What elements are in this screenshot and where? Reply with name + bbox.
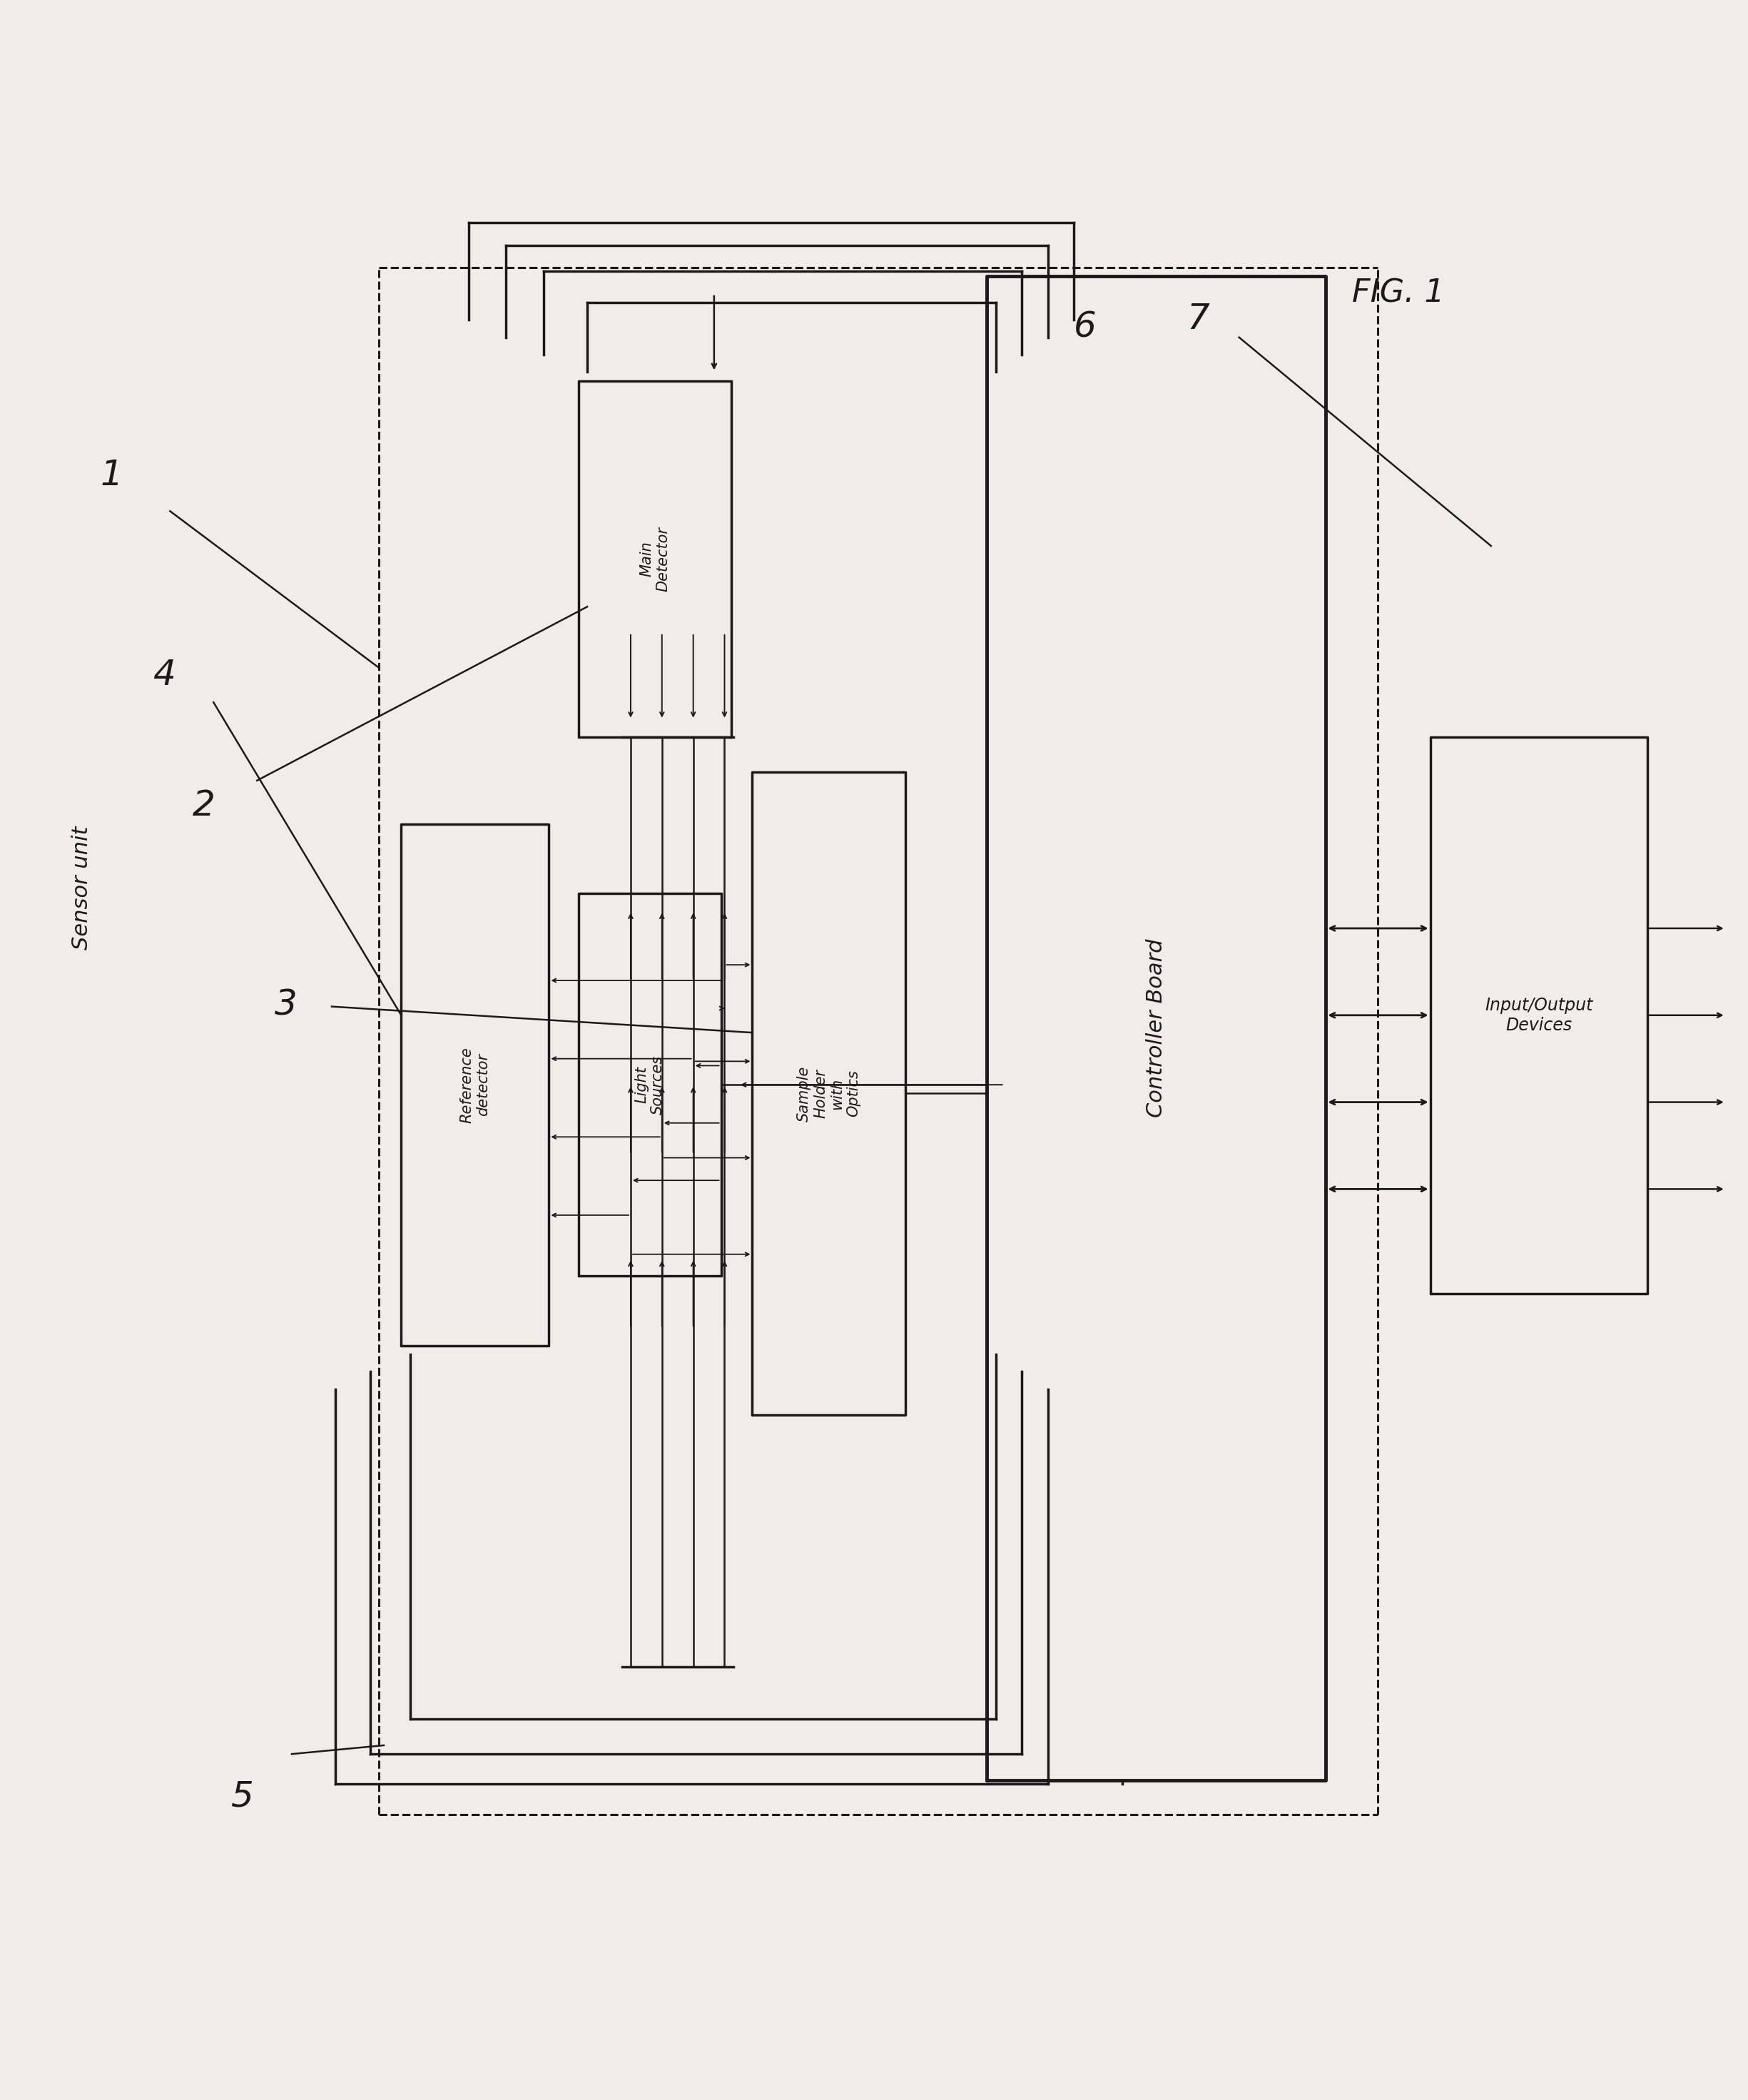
Text: 6: 6 [1073,311,1096,344]
Text: Sensor unit: Sensor unit [72,825,91,949]
Text: 1: 1 [101,458,124,491]
Text: 7: 7 [1187,302,1210,336]
Text: Controller Board: Controller Board [1147,939,1166,1117]
Text: Reference
detector: Reference detector [460,1046,491,1124]
Text: Sample
Holder
with
Optics: Sample Holder with Optics [797,1065,860,1121]
Text: 4: 4 [152,657,175,693]
Text: FIG. 1: FIG. 1 [1351,279,1444,309]
Text: 5: 5 [231,1779,253,1812]
Text: 2: 2 [192,788,215,823]
Text: Input/Output
Devices: Input/Output Devices [1484,997,1592,1033]
Text: Light
Sources: Light Sources [635,1054,666,1115]
Text: Main
Detector: Main Detector [640,527,671,592]
Text: 3: 3 [274,989,297,1023]
